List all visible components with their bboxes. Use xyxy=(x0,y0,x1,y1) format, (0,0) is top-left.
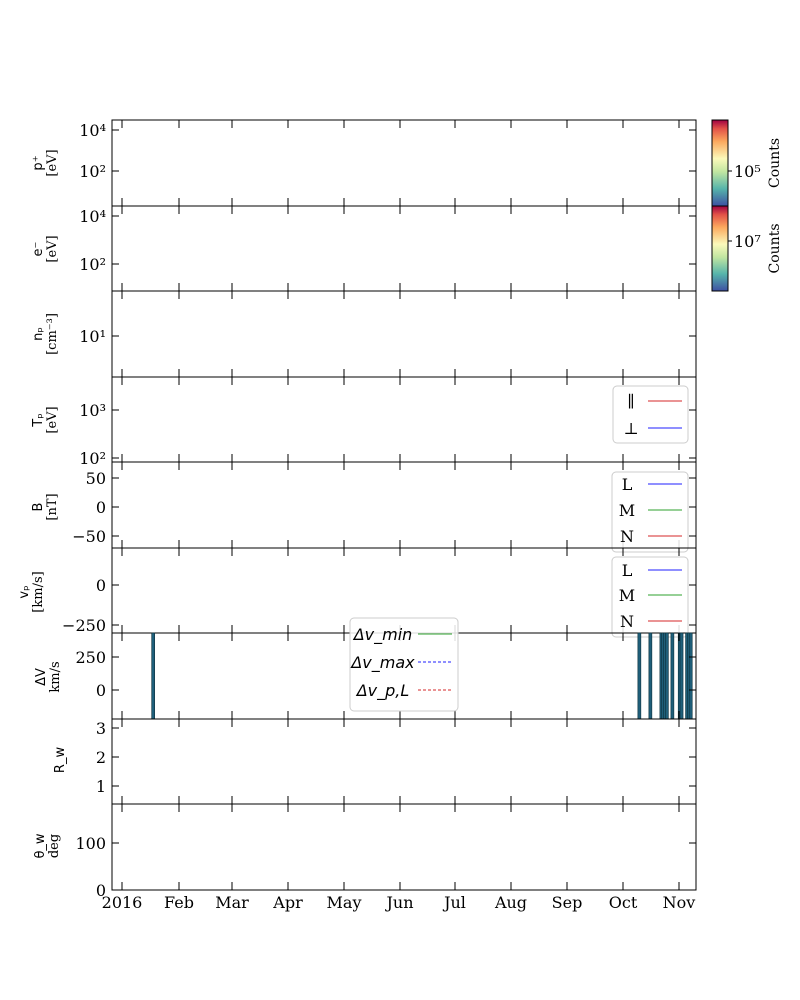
legend-p4: ∥⊥ xyxy=(612,385,689,444)
legend-label: N xyxy=(620,612,634,631)
delta-v-bar xyxy=(688,632,693,720)
panel-frame xyxy=(111,290,697,378)
y-axis-label: B xyxy=(31,503,46,512)
delta-v-bar xyxy=(151,632,155,720)
colorbar-tick-label: 10⁷ xyxy=(734,232,761,251)
y-axis-unit: [eV] xyxy=(45,406,60,433)
legend-box xyxy=(612,385,689,444)
y-tick-label: −250 xyxy=(62,616,106,635)
x-tick-label: Nov xyxy=(663,893,696,912)
y-axis-unit: [eV] xyxy=(45,149,60,176)
legend-box xyxy=(611,471,689,553)
y-axis-unit: deg xyxy=(47,834,62,858)
panel-frame xyxy=(111,205,697,292)
colorbar-tick-label: 10⁵ xyxy=(734,162,761,181)
x-tick-label: Jun xyxy=(384,893,413,912)
x-tick-label: Sep xyxy=(552,893,583,912)
x-tick-label: Mar xyxy=(215,893,249,912)
y-tick-label: −50 xyxy=(72,527,106,546)
colorbars: 10⁵ Counts 10⁷ Counts xyxy=(711,119,783,292)
delta-v-bar xyxy=(665,632,669,720)
delta-v-bar xyxy=(679,632,684,720)
y-tick-label: 0 xyxy=(96,681,106,700)
legend-label: ∥ xyxy=(627,392,634,411)
x-tick-label: Aug xyxy=(494,893,527,912)
legend-box xyxy=(349,617,459,712)
y-axis-label: e⁻ xyxy=(31,242,46,257)
legend-p5: LMN xyxy=(611,471,689,553)
x-tick-label: 2016 xyxy=(102,893,143,912)
y-axis-label: θ_w xyxy=(33,833,48,858)
delta-v-bar xyxy=(637,632,642,720)
x-tick-label: Feb xyxy=(164,893,194,912)
panel-frame xyxy=(111,376,697,463)
colorbar-gradient xyxy=(711,119,729,207)
colorbar-label: Counts xyxy=(767,224,783,274)
y-axis-unit: [cm⁻³] xyxy=(45,313,60,355)
y-tick-label: 1 xyxy=(96,777,106,796)
y-tick-label: 10² xyxy=(79,449,106,468)
colorbar-2: 10⁷ Counts xyxy=(711,205,783,292)
legend-label: N xyxy=(620,527,634,546)
x-tick-label: Jul xyxy=(442,893,466,912)
y-axis-unit: km/s xyxy=(48,661,63,692)
y-axis-label: p⁺ xyxy=(31,155,46,170)
y-tick-label: 10⁴ xyxy=(79,207,106,226)
y-tick-label: 2 xyxy=(96,748,106,767)
y-tick-label: 10³ xyxy=(79,401,106,420)
x-tick-label: Apr xyxy=(272,893,303,912)
y-axis-label: nₚ xyxy=(31,327,46,341)
colorbar-1: 10⁵ Counts xyxy=(711,119,783,207)
delta-v-bar xyxy=(670,632,675,720)
y-tick-label: 10² xyxy=(79,162,106,181)
legend-label: L xyxy=(622,475,633,494)
panel-p1: 10⁴ 10² p⁺ [eV] xyxy=(31,119,697,207)
panel-p3: 10¹ nₚ [cm⁻³] xyxy=(31,290,697,378)
y-tick-label: 0 xyxy=(96,881,106,900)
legend-p7: Δv_min Δv_max Δv_p,L xyxy=(349,617,459,712)
legend-p6: LMN xyxy=(611,556,689,638)
panel-p9: 100 0 θ_w deg xyxy=(33,803,697,900)
panel-p8: 3 2 1 R_w xyxy=(53,718,697,805)
legend-label: Δv_max xyxy=(349,653,415,673)
y-axis-unit: [eV] xyxy=(45,235,60,262)
panel-p2: 10⁴ 10² e⁻ [eV] xyxy=(31,205,697,292)
y-axis-label: Tₚ xyxy=(31,413,46,428)
legend-label: L xyxy=(622,561,633,580)
colorbar-label: Counts xyxy=(767,138,783,188)
y-tick-label: 50 xyxy=(86,469,106,488)
y-tick-label: 10² xyxy=(79,255,106,274)
x-tick-label: May xyxy=(327,893,362,912)
y-axis-label: R_w xyxy=(53,747,68,774)
legend-label: ⊥ xyxy=(623,419,638,438)
panel-frame xyxy=(111,803,697,891)
panel-frame xyxy=(111,461,697,549)
y-tick-label: 100 xyxy=(75,834,106,853)
y-tick-label: 10⁴ xyxy=(79,121,106,140)
y-tick-label: 10¹ xyxy=(79,327,106,346)
y-axis-unit: [km/s] xyxy=(31,571,46,612)
panel-p5: 50 0 −50 B [nT] LMN xyxy=(31,461,697,553)
y-axis-label: ΔV xyxy=(34,668,49,686)
legend-label: M xyxy=(619,501,635,520)
y-tick-label: 250 xyxy=(75,648,106,667)
legend-label: Δv_p,L xyxy=(355,681,410,701)
x-tick-label: Oct xyxy=(609,893,638,912)
legend-label: Δv_min xyxy=(352,625,413,645)
colorbar-gradient xyxy=(711,205,729,292)
panel-frame xyxy=(111,718,697,805)
y-tick-label: 0 xyxy=(96,576,106,595)
x-axis: 2016 Feb Mar Apr May Jun Jul Aug Sep Oct Nov xyxy=(102,893,696,912)
y-axis-unit: [nT] xyxy=(45,493,60,520)
y-tick-label: 3 xyxy=(96,719,106,738)
y-axis-label: vₚ xyxy=(17,585,32,598)
panel-frame xyxy=(111,119,697,207)
legend-label: M xyxy=(619,586,635,605)
delta-v-bar xyxy=(648,632,653,720)
panel-p7: 250 0 ΔV km/s Δv_min Δv_max Δv_p,L xyxy=(34,617,697,720)
y-tick-label: 0 xyxy=(96,498,106,517)
